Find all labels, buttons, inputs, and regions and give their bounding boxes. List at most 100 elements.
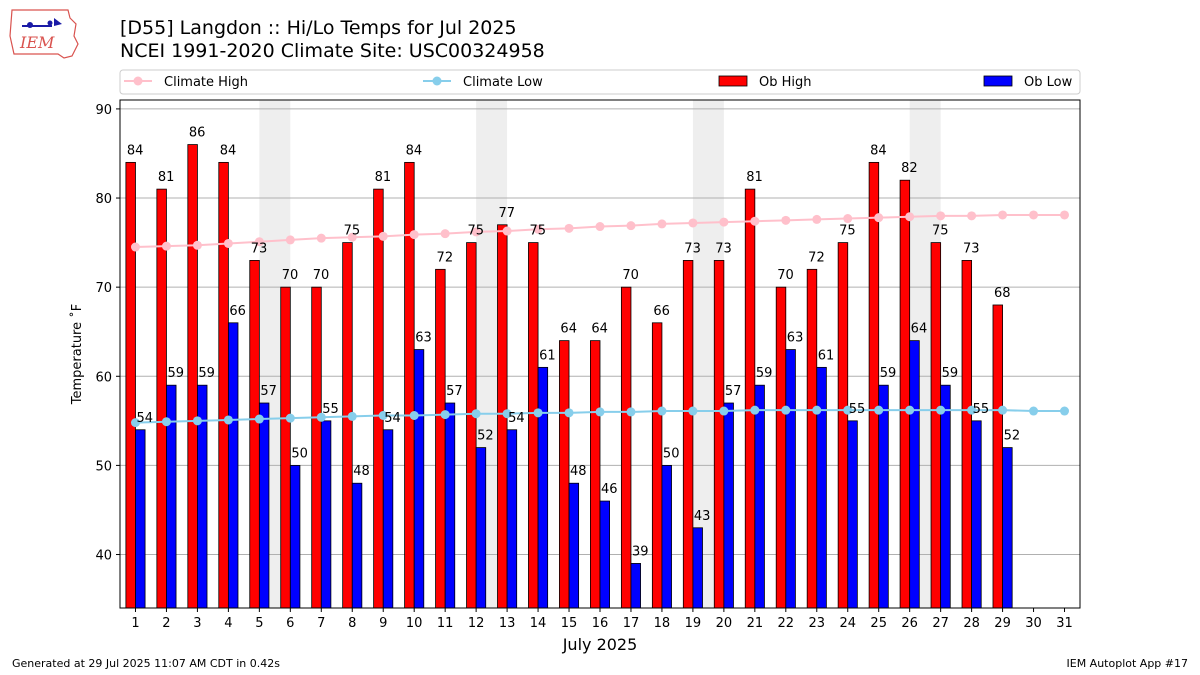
climate-low-point xyxy=(130,418,140,428)
x-tick-label: 21 xyxy=(747,616,764,631)
climate-high-point xyxy=(440,229,450,239)
climate-high-point xyxy=(967,211,977,221)
ob-low-label: 50 xyxy=(663,446,680,461)
ob-high-bar xyxy=(342,242,353,609)
ob-high-label: 86 xyxy=(189,126,206,141)
ob-low-label: 59 xyxy=(198,366,215,381)
ob-low-bar xyxy=(444,402,456,609)
ob-low-label: 57 xyxy=(725,384,742,399)
x-tick-label: 15 xyxy=(561,616,578,631)
y-axis-label: Temperature ˚F xyxy=(69,304,85,405)
ob-high-label: 70 xyxy=(282,268,299,283)
ob-high-label: 66 xyxy=(653,304,670,319)
climate-high-point xyxy=(285,235,295,245)
x-tick-label: 8 xyxy=(348,616,356,631)
x-tick-label: 12 xyxy=(468,616,485,631)
x-tick-label: 22 xyxy=(778,616,795,631)
ob-high-bar xyxy=(713,260,725,609)
legend-box xyxy=(119,69,1081,95)
chart-title: [D55] Langdon :: Hi/Lo Temps for Jul 202… xyxy=(120,17,517,39)
climate-low-point xyxy=(905,405,915,415)
ob-high-bar xyxy=(682,260,694,609)
ob-low-bar xyxy=(692,527,703,609)
ob-low-label: 61 xyxy=(539,348,556,363)
climate-high-point xyxy=(657,219,667,229)
ob-low-bar xyxy=(568,482,580,609)
ob-low-label: 64 xyxy=(911,322,928,337)
climate-low-point xyxy=(254,414,264,424)
x-tick-label: 10 xyxy=(406,616,423,631)
ob-low-label: 48 xyxy=(353,464,370,479)
climate-low-point xyxy=(223,415,233,425)
legend-label: Ob High xyxy=(759,75,812,90)
ob-high-bar xyxy=(806,268,818,609)
ob-high-label: 70 xyxy=(777,268,794,283)
x-tick-label: 14 xyxy=(530,616,547,631)
ob-low-bar xyxy=(289,465,301,609)
x-tick-label: 11 xyxy=(437,616,454,631)
ob-low-bar xyxy=(351,482,363,609)
ob-low-label: 54 xyxy=(508,411,525,426)
ob-high-label: 73 xyxy=(715,241,732,256)
ob-low-label: 66 xyxy=(229,304,246,319)
x-tick-label: 18 xyxy=(654,616,671,631)
ob-high-label: 75 xyxy=(529,224,546,239)
legend-swatch xyxy=(983,75,1013,87)
climate-low-point xyxy=(471,409,481,419)
ob-high-bar xyxy=(899,179,911,609)
x-tick-label: 9 xyxy=(379,616,387,631)
ob-high-label: 82 xyxy=(901,161,918,176)
ob-high-label: 75 xyxy=(932,224,949,239)
x-tick-label: 25 xyxy=(870,616,887,631)
ob-low-bar xyxy=(227,322,239,609)
y-tick-label: 70 xyxy=(95,281,112,296)
ob-high-bar xyxy=(528,242,539,609)
climate-low-point xyxy=(719,406,729,416)
climate-high-point xyxy=(223,238,233,248)
y-tick-label: 90 xyxy=(95,103,112,118)
x-tick-label: 29 xyxy=(994,616,1011,631)
ob-high-bar xyxy=(868,161,880,609)
climate-high-point xyxy=(533,224,543,234)
climate-low-point xyxy=(626,407,636,417)
ob-high-bar xyxy=(559,340,570,609)
ob-low-label: 55 xyxy=(849,402,866,417)
x-tick-label: 2 xyxy=(162,616,170,631)
climate-low-point xyxy=(161,417,171,427)
legend-swatch xyxy=(718,75,748,87)
ob-high-label: 68 xyxy=(994,286,1011,301)
ob-low-bar xyxy=(630,563,641,609)
climate-high-point xyxy=(781,215,791,225)
climate-high-point xyxy=(316,233,326,243)
ob-low-label: 59 xyxy=(942,366,959,381)
legend-label: Ob Low xyxy=(1024,75,1073,90)
climate-low-point xyxy=(502,409,512,419)
ob-low-bar xyxy=(413,349,425,609)
x-tick-label: 19 xyxy=(685,616,702,631)
ob-high-bar xyxy=(466,242,477,609)
climate-low-point xyxy=(378,410,388,420)
ob-low-label: 59 xyxy=(756,366,773,381)
ob-high-label: 75 xyxy=(468,224,485,239)
ob-low-bar xyxy=(135,429,146,609)
climate-low-point xyxy=(1060,406,1070,416)
ob-low-bar xyxy=(475,447,487,609)
ob-high-bar xyxy=(651,322,663,609)
ob-low-label: 48 xyxy=(570,464,587,479)
legend-label: Climate High xyxy=(164,75,248,90)
ob-low-bar xyxy=(599,500,611,609)
ob-high-bar xyxy=(125,161,136,609)
ob-high-label: 70 xyxy=(313,268,330,283)
ob-high-label: 70 xyxy=(622,268,639,283)
x-tick-label: 31 xyxy=(1056,616,1073,631)
climate-low-point xyxy=(998,405,1008,415)
x-tick-label: 13 xyxy=(499,616,516,631)
ob-low-label: 57 xyxy=(446,384,463,399)
climate-low-point xyxy=(781,405,791,415)
ob-high-bar xyxy=(280,286,291,609)
ob-high-label: 81 xyxy=(746,170,763,185)
climate-high-point xyxy=(1029,210,1039,220)
ob-high-label: 75 xyxy=(839,224,856,239)
climate-low-point xyxy=(285,413,295,423)
